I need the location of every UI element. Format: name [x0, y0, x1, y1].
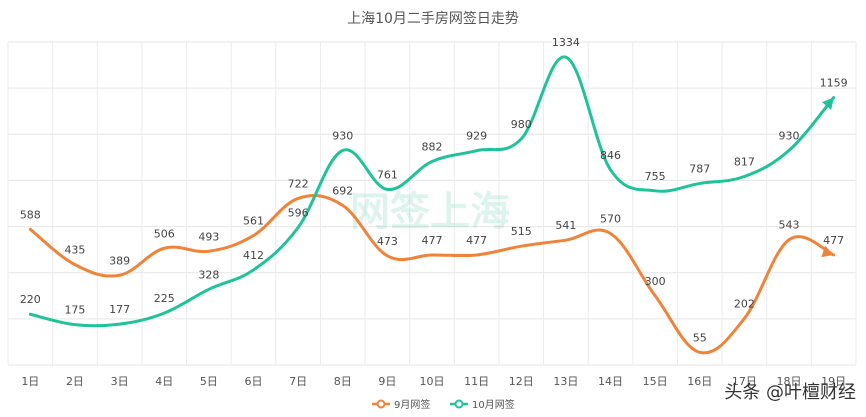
- data-label-sep: 722: [288, 177, 309, 190]
- svg-text:头条 @叶檀财经: 头条 @叶檀财经: [724, 382, 856, 403]
- data-label-oct: 328: [198, 268, 219, 281]
- data-label-sep: 506: [154, 227, 175, 240]
- x-tick-label: 12日: [509, 375, 534, 388]
- data-label-sep: 300: [645, 275, 666, 288]
- x-tick-label: 2日: [66, 375, 84, 388]
- data-label-sep: 570: [600, 212, 621, 225]
- data-label-sep: 543: [779, 219, 800, 232]
- x-tick-label: 18日: [777, 375, 802, 388]
- x-tick-label: 11日: [464, 375, 489, 388]
- watermark-logo: 网签上海: [350, 189, 510, 235]
- data-label-sep: 435: [64, 244, 85, 257]
- svg-text:网签上海: 网签上海: [350, 189, 510, 235]
- x-tick-label: 5日: [200, 375, 218, 388]
- data-label-oct: 980: [511, 118, 532, 131]
- data-label-oct: 846: [600, 149, 621, 162]
- data-label-sep: 692: [332, 184, 353, 197]
- data-label-oct: 817: [734, 156, 755, 169]
- x-tick-label: 17日: [732, 375, 757, 388]
- data-label-sep: 477: [823, 234, 844, 247]
- legend-label: 9月网签: [394, 398, 430, 411]
- data-label-sep: 55: [693, 331, 707, 344]
- data-label-oct: 225: [154, 292, 175, 305]
- x-tick-label: 8日: [334, 375, 352, 388]
- legend-label: 10月网签: [472, 398, 515, 411]
- data-label-oct: 1334: [552, 36, 580, 49]
- data-label-oct: 412: [243, 249, 264, 262]
- x-axis: 1日 2日 3日 4日 5日 6日 7日 8日 9日 10日 11日 12日 13日 14日 15日 16日 1…: [21, 375, 846, 388]
- data-label-oct: 930: [779, 129, 800, 142]
- data-label-sep: 515: [511, 225, 532, 238]
- legend-marker: [454, 399, 464, 409]
- x-tick-label: 1日: [21, 375, 39, 388]
- x-tick-label: 10日: [420, 375, 445, 388]
- chart-title: 上海10月二手房网签日走势: [347, 10, 519, 27]
- data-label-oct: 930: [332, 129, 353, 142]
- data-label-sep: 202: [734, 297, 755, 310]
- grid: [7, 41, 857, 366]
- legend: 9月网签 10月网签: [372, 398, 515, 411]
- data-label-sep: 493: [198, 230, 219, 243]
- x-tick-label: 7日: [289, 375, 307, 388]
- series-arrow-sep: [821, 245, 834, 258]
- x-tick-label: 19日: [821, 375, 846, 388]
- x-tick-label: 13日: [553, 375, 578, 388]
- x-tick-label: 4日: [155, 375, 173, 388]
- data-label-oct: 175: [64, 304, 85, 317]
- legend-marker: [376, 399, 386, 409]
- series-line-oct: [28, 55, 836, 328]
- x-tick-label: 15日: [643, 375, 668, 388]
- data-label-oct: 1159: [820, 77, 848, 90]
- data-label-sep: 473: [377, 235, 398, 248]
- x-tick-label: 3日: [111, 375, 129, 388]
- data-label-oct: 761: [377, 168, 398, 181]
- x-tick-label: 14日: [598, 375, 623, 388]
- x-tick-label: 6日: [244, 375, 262, 388]
- data-label-oct: 755: [645, 170, 666, 183]
- data-label-oct: 882: [422, 141, 443, 154]
- data-label-oct: 596: [288, 206, 309, 219]
- source-watermark: 头条 @叶檀财经: [724, 382, 856, 403]
- data-label-oct: 177: [109, 303, 130, 316]
- data-label-sep: 389: [109, 254, 130, 267]
- series-lines: [28, 55, 836, 355]
- data-label-oct: 787: [689, 162, 710, 175]
- data-label-oct: 929: [466, 130, 487, 143]
- data-label-oct: 220: [20, 293, 41, 306]
- data-label-sep: 561: [243, 215, 264, 228]
- data-label-sep: 477: [466, 234, 487, 247]
- data-label-sep: 541: [555, 219, 576, 232]
- data-label-sep: 477: [422, 234, 443, 247]
- series-arrow-oct: [822, 97, 834, 110]
- x-tick-label: 16日: [687, 375, 712, 388]
- data-label-sep: 588: [20, 208, 41, 221]
- series-line-sep: [28, 193, 836, 355]
- data-labels: 588 435 389 506 493 561 722 692 473 477 477 515 541 5…: [20, 36, 848, 344]
- x-tick-label: 9日: [378, 375, 396, 388]
